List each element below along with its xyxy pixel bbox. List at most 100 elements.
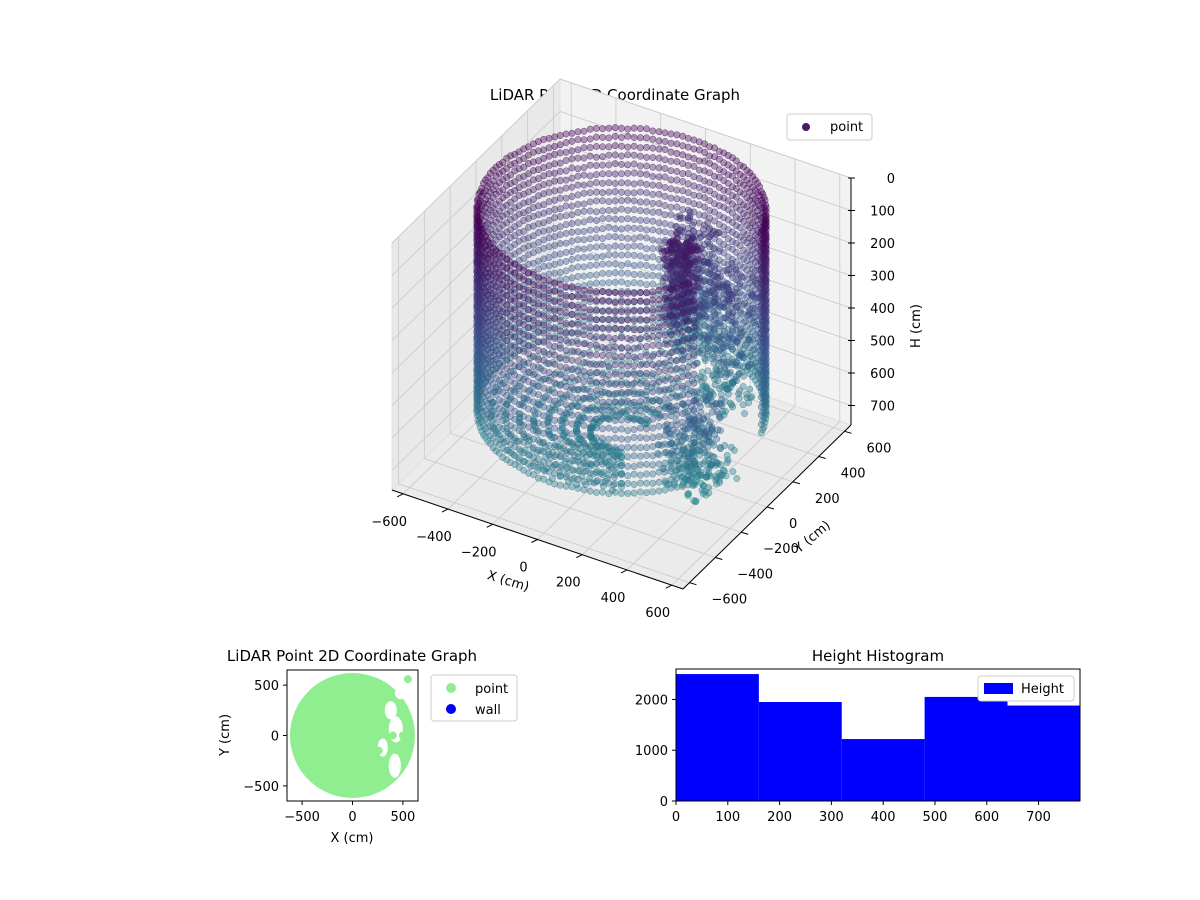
chart-histogram-legend-label: Height bbox=[1021, 682, 1064, 697]
grid-y-floor bbox=[501, 382, 793, 483]
point-3d bbox=[661, 477, 669, 485]
point-3d bbox=[592, 369, 600, 377]
point-3d bbox=[630, 216, 638, 223]
point-3d bbox=[511, 187, 519, 194]
point-3d bbox=[630, 426, 638, 433]
point-3d bbox=[580, 368, 588, 376]
point-3d bbox=[599, 434, 607, 442]
point-3d bbox=[636, 407, 644, 415]
histogram-bar bbox=[1007, 705, 1080, 801]
point-3d bbox=[499, 221, 507, 229]
x-tick-label: 600 bbox=[974, 810, 999, 825]
point-3d bbox=[605, 390, 613, 397]
point-3d bbox=[667, 449, 675, 457]
point-3d bbox=[624, 169, 632, 177]
point-3d bbox=[599, 125, 607, 133]
point-3d bbox=[655, 319, 663, 327]
point-3d bbox=[540, 227, 548, 235]
point-3d bbox=[574, 154, 582, 162]
point-3d bbox=[679, 382, 687, 390]
point-3d bbox=[667, 339, 675, 347]
point-3d bbox=[673, 475, 681, 483]
point-3d bbox=[545, 188, 553, 196]
point-3d bbox=[535, 211, 542, 219]
point-3d bbox=[599, 235, 607, 242]
point-3d bbox=[618, 332, 625, 340]
point-3d bbox=[685, 259, 693, 267]
point-3d bbox=[643, 369, 651, 377]
chart-histogram-title: Height Histogram bbox=[812, 647, 944, 665]
point-3d bbox=[574, 146, 582, 154]
point-3d bbox=[599, 133, 607, 141]
point-3d bbox=[540, 201, 548, 209]
point-3d bbox=[630, 206, 638, 214]
point-3d bbox=[725, 385, 733, 393]
point-3d bbox=[580, 207, 588, 215]
point-3d bbox=[525, 223, 532, 231]
point-3d bbox=[568, 466, 576, 474]
point-3d bbox=[540, 190, 548, 198]
chart-3d-legend: point bbox=[786, 113, 873, 141]
point-3d bbox=[574, 320, 582, 328]
z-tick-label: 500 bbox=[870, 335, 895, 350]
y-tick-label: 1000 bbox=[635, 744, 668, 759]
point-3d bbox=[649, 173, 657, 180]
point-3d bbox=[729, 468, 737, 476]
point-3d bbox=[630, 289, 638, 297]
point-3d bbox=[556, 390, 564, 398]
grid-z-back bbox=[559, 273, 852, 374]
point-3d bbox=[704, 238, 712, 246]
point-3d bbox=[580, 414, 588, 422]
point-3d bbox=[667, 366, 675, 374]
point-3d bbox=[636, 188, 644, 196]
point-3d bbox=[556, 331, 564, 339]
point-3d bbox=[618, 389, 625, 397]
point-3d bbox=[574, 411, 582, 419]
point-3d bbox=[649, 199, 657, 207]
point-3d bbox=[624, 269, 632, 277]
point-3d bbox=[529, 167, 537, 175]
z-tick-label: 400 bbox=[870, 302, 895, 317]
point-3d bbox=[586, 377, 594, 385]
point-3d bbox=[535, 220, 542, 228]
point-3d bbox=[540, 135, 548, 143]
point-3d bbox=[562, 374, 570, 382]
point-3d bbox=[679, 196, 687, 204]
point-3d bbox=[574, 172, 582, 180]
point-3d bbox=[732, 373, 740, 381]
point-3d bbox=[661, 431, 669, 439]
point-3d bbox=[757, 421, 765, 428]
point-3d bbox=[599, 225, 607, 233]
point-3d bbox=[580, 171, 588, 179]
point-3d bbox=[592, 378, 600, 386]
point-3d bbox=[611, 251, 619, 259]
point-3d bbox=[586, 351, 594, 359]
point-3d bbox=[624, 416, 632, 424]
point-3d bbox=[592, 324, 600, 332]
point-3d bbox=[624, 352, 632, 360]
point-3d bbox=[568, 329, 576, 337]
point-3d bbox=[574, 128, 582, 136]
point-3d bbox=[667, 285, 675, 293]
point-2d bbox=[403, 675, 412, 684]
point-3d bbox=[667, 484, 675, 492]
point-3d bbox=[499, 186, 507, 194]
point-3d bbox=[661, 173, 669, 181]
point-3d bbox=[599, 460, 607, 468]
point-3d bbox=[679, 214, 687, 222]
point-3d bbox=[643, 134, 651, 142]
point-3d bbox=[661, 192, 669, 200]
point-3d bbox=[673, 203, 681, 211]
point-3d bbox=[611, 207, 619, 215]
point-3d bbox=[624, 316, 632, 324]
point-3d bbox=[611, 278, 619, 286]
point-3d bbox=[716, 385, 724, 393]
point-3d bbox=[605, 479, 613, 487]
y-tick-label: 0 bbox=[660, 795, 668, 810]
point-3d bbox=[736, 282, 744, 290]
point-3d bbox=[655, 342, 663, 349]
point-3d bbox=[624, 427, 632, 434]
point-3d bbox=[643, 479, 651, 487]
point-3d bbox=[710, 244, 718, 252]
point-3d bbox=[624, 435, 632, 443]
